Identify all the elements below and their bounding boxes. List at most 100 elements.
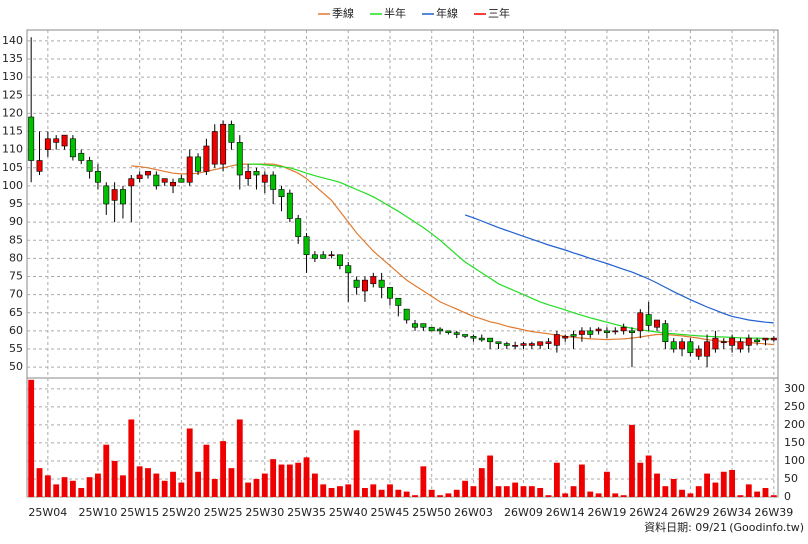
candle-body	[69, 138, 76, 158]
volume-bar	[220, 441, 227, 497]
volume-bar	[278, 464, 285, 497]
volume-bar	[195, 471, 201, 497]
y-tick-label: 85	[9, 233, 23, 246]
volume-bar	[445, 493, 452, 497]
y-tick-label: 60	[9, 324, 23, 337]
volume-bar	[103, 444, 110, 497]
volume-bar	[353, 430, 360, 497]
y-tick-label: 55	[9, 342, 23, 355]
candle-body	[286, 192, 293, 219]
candle-body	[28, 116, 35, 161]
candle-body	[704, 341, 711, 357]
volume-bar	[378, 489, 385, 497]
candle-body	[245, 171, 252, 179]
candle-body	[228, 123, 235, 143]
volume-bar	[520, 486, 527, 497]
candle-body	[128, 178, 135, 187]
y-tick-label: 80	[9, 251, 23, 264]
candle-body	[353, 279, 360, 288]
volume-bar	[595, 493, 602, 497]
candle-body	[670, 341, 677, 350]
volume-bar	[695, 486, 702, 497]
candle-body	[345, 265, 352, 274]
x-tick-label: 26W09	[504, 506, 543, 519]
volume-bar	[428, 489, 435, 497]
x-tick-label: 25W10	[78, 506, 117, 519]
source: (Goodinfo.tw)	[729, 521, 804, 534]
volume-bar	[128, 419, 135, 497]
candle-body	[620, 326, 627, 332]
candle-body	[136, 174, 143, 179]
y-tick-label: 70	[9, 288, 23, 301]
volume-bar	[578, 464, 585, 497]
candle-body	[170, 181, 176, 187]
candle-body	[528, 343, 535, 346]
volume-bar	[637, 462, 644, 497]
volume-bar	[61, 477, 68, 497]
x-tick-label: 26W39	[754, 506, 793, 519]
legend-label: 季線	[332, 6, 354, 20]
candle-body	[520, 343, 527, 346]
y-tick-label: 135	[2, 52, 23, 65]
candle-body	[637, 312, 644, 332]
x-tick-label: 25W30	[245, 506, 284, 519]
candle-body	[119, 189, 126, 205]
candle-body	[595, 328, 602, 332]
y-tick-label: 90	[9, 215, 23, 228]
volume-bar	[78, 487, 85, 497]
x-tick-label: 25W20	[162, 506, 201, 519]
y-tick-label: 140	[2, 34, 23, 47]
candle-body	[695, 348, 702, 357]
volume-bar	[587, 491, 594, 497]
volume-bar	[136, 466, 143, 497]
volume-bar	[270, 459, 277, 497]
candle-body	[36, 160, 43, 172]
volume-bar	[320, 484, 327, 497]
x-tick-label: 26W34	[713, 506, 752, 519]
volume-bar	[86, 477, 93, 497]
candle-body	[462, 334, 469, 337]
legend-label: 半年	[384, 6, 406, 20]
volume-bar	[687, 493, 694, 497]
candle-body	[603, 330, 610, 333]
volume-bar	[211, 478, 218, 497]
data-date: 資料日期: 09/21	[644, 520, 727, 534]
candle-body	[587, 330, 594, 335]
ma-line	[248, 163, 774, 340]
volume-bar	[654, 473, 660, 497]
volume-bar	[203, 444, 210, 497]
volume-bar	[620, 495, 627, 497]
volume-bar	[69, 480, 76, 497]
candle-body	[53, 138, 60, 143]
x-tick-label: 26W03	[454, 506, 493, 519]
volume-bar	[528, 486, 535, 497]
volume-bar	[120, 475, 126, 497]
volume-bar	[720, 471, 727, 497]
volume-bar	[537, 487, 544, 497]
x-tick-label: 25W04	[28, 506, 67, 519]
volume-bar	[670, 478, 677, 497]
legend-label: 年線	[436, 6, 458, 20]
x-tick-label: 25W45	[371, 506, 410, 519]
candle-body	[412, 323, 418, 328]
legend-label: 三年	[488, 6, 510, 20]
candle-body	[578, 330, 585, 335]
ma-line	[464, 214, 774, 324]
candle-body	[86, 160, 93, 172]
volume-bar	[562, 493, 569, 497]
candle-body	[737, 341, 744, 350]
volume-bar	[53, 484, 60, 497]
candle-body	[729, 337, 736, 346]
volume-bar	[186, 428, 193, 497]
x-tick-label: 26W24	[629, 506, 668, 519]
candle-body	[78, 152, 85, 161]
volume-bar	[412, 495, 418, 497]
candle-body	[270, 174, 277, 190]
legend: 季線 半年 年線 三年	[318, 6, 510, 20]
volume-bar	[712, 482, 719, 497]
volume-bar	[303, 457, 310, 497]
x-tick-label: 25W15	[120, 506, 159, 519]
x-tick-label: 26W29	[671, 506, 710, 519]
volume-bar	[403, 491, 410, 497]
